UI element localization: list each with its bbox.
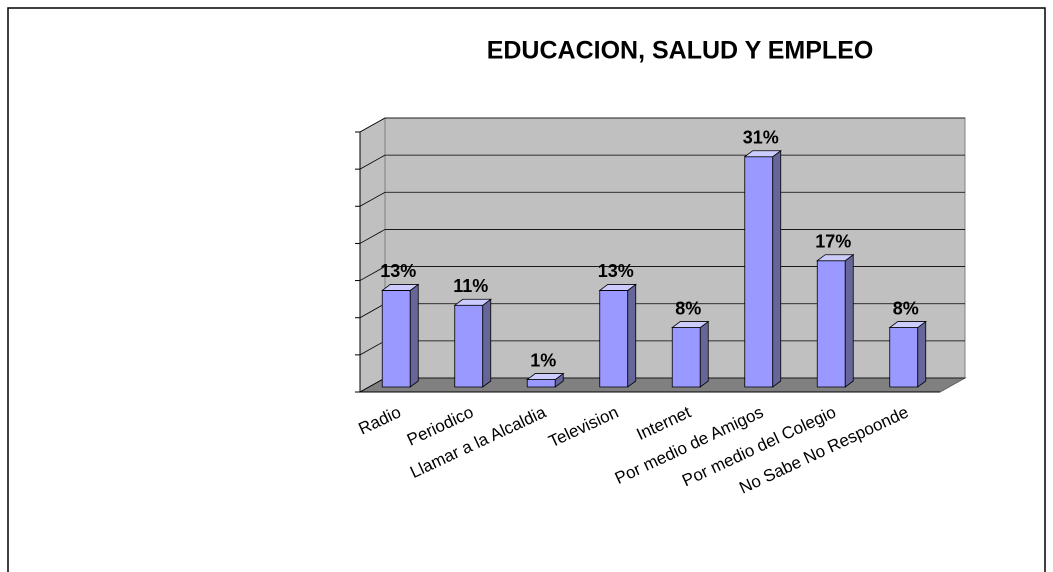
- value-label: 1%: [530, 350, 556, 370]
- x-tick-label: Television: [546, 402, 622, 451]
- bar-front: [889, 327, 919, 388]
- value-label: 13%: [598, 261, 634, 281]
- bar-side: [627, 283, 637, 388]
- bar: [526, 372, 565, 388]
- bar-top: [598, 284, 637, 291]
- grid-line-side: [359, 117, 386, 133]
- grid-line-side: [359, 340, 386, 356]
- grid-line-side: [359, 377, 386, 393]
- floor: [358, 377, 967, 393]
- value-label: 31%: [743, 127, 779, 147]
- bar-front: [816, 260, 846, 388]
- bar-side: [482, 298, 492, 388]
- bar-front: [744, 156, 774, 388]
- bar-side: [772, 149, 782, 388]
- bar: [598, 283, 637, 388]
- grid-line-side: [359, 229, 386, 244]
- x-tick-label: Radio: [356, 402, 404, 438]
- bar: [381, 283, 420, 388]
- bar-top: [743, 150, 782, 158]
- grid-line-side: [359, 154, 386, 170]
- value-label: 11%: [453, 276, 488, 296]
- x-tick-label: Llamar a la Alcaldia: [407, 402, 549, 482]
- bar-side: [699, 320, 709, 388]
- bar-side: [844, 253, 854, 388]
- side-wall: [359, 117, 386, 393]
- bar: [453, 298, 492, 388]
- frame: [7, 7, 1046, 572]
- bar-front: [671, 327, 701, 388]
- bar-top: [526, 373, 565, 380]
- bar-front: [381, 290, 411, 388]
- value-label: 13%: [380, 261, 416, 281]
- bar-top: [816, 254, 855, 262]
- bar-side: [917, 320, 927, 388]
- bar-front: [599, 290, 629, 388]
- value-label: 17%: [815, 231, 851, 251]
- value-label: 8%: [675, 298, 701, 318]
- bar: [671, 320, 710, 388]
- bar-top: [671, 321, 710, 328]
- bar-side: [409, 283, 419, 388]
- bar-top: [453, 298, 492, 306]
- bar: [888, 320, 927, 388]
- bar-top: [888, 321, 927, 328]
- bar-front: [526, 379, 556, 388]
- grid-line-side: [359, 191, 386, 207]
- value-label: 8%: [893, 298, 919, 318]
- bar-top: [381, 284, 420, 291]
- bar-front: [454, 304, 484, 388]
- grid-line-side: [359, 303, 386, 319]
- grid-line-side: [359, 266, 386, 281]
- bar: [816, 253, 855, 388]
- bar: [743, 149, 782, 388]
- chart-title: EDUCACION, SALUD Y EMPLEO: [487, 37, 874, 65]
